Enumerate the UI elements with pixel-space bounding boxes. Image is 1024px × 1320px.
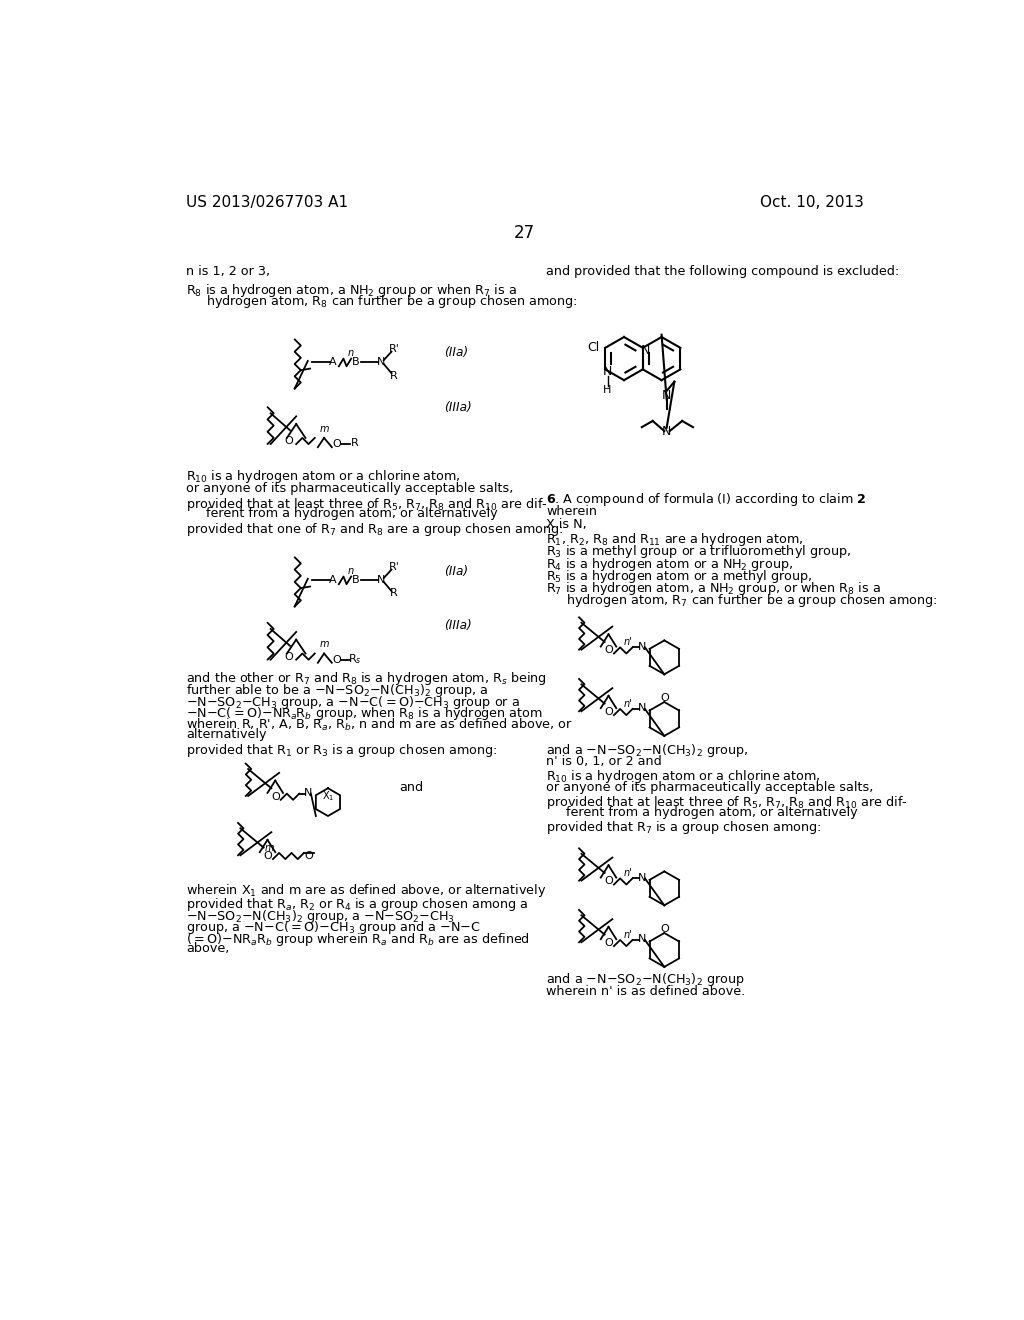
Text: N: N	[638, 935, 646, 944]
Text: N: N	[603, 366, 612, 379]
Text: R': R'	[388, 562, 399, 573]
Text: and: and	[399, 780, 423, 793]
Text: R$_7$ is a hydrogen atom, a NH$_2$ group, or when R$_8$ is a: R$_7$ is a hydrogen atom, a NH$_2$ group…	[547, 581, 882, 598]
Text: O: O	[332, 440, 341, 449]
Text: and provided that the following compound is excluded:: and provided that the following compound…	[547, 264, 900, 277]
Text: A: A	[329, 574, 337, 585]
Text: O: O	[271, 792, 280, 801]
Text: (IIa): (IIa)	[444, 346, 468, 359]
Text: m: m	[319, 424, 329, 434]
Text: R$_1$, R$_2$, R$_8$ and R$_{11}$ are a hydrogen atom,: R$_1$, R$_2$, R$_8$ and R$_{11}$ are a h…	[547, 531, 804, 548]
Text: or anyone of its pharmaceutically acceptable salts,: or anyone of its pharmaceutically accept…	[186, 482, 513, 495]
Text: (IIIa): (IIIa)	[444, 401, 472, 414]
Text: B: B	[352, 356, 359, 367]
Text: alternatively: alternatively	[186, 729, 266, 742]
Text: R$_s$: R$_s$	[348, 652, 361, 665]
Text: 27: 27	[514, 224, 536, 242]
Text: N: N	[638, 704, 646, 713]
Text: $-$N$-$SO$_2$$-$N(CH$_3$)$_2$ group, a $-$N$-$SO$_2$$-$CH$_3$: $-$N$-$SO$_2$$-$N(CH$_3$)$_2$ group, a $…	[186, 908, 455, 924]
Text: O: O	[284, 652, 293, 661]
Text: O: O	[604, 645, 613, 656]
Text: N: N	[377, 574, 385, 585]
Text: and the other or R$_7$ and R$_8$ is a hydrogen atom, R$_s$ being: and the other or R$_7$ and R$_8$ is a hy…	[186, 671, 547, 688]
Text: ferent from a hydrogen atom, or alternatively: ferent from a hydrogen atom, or alternat…	[206, 507, 497, 520]
Text: provided that R$_1$ or R$_3$ is a group chosen among:: provided that R$_1$ or R$_3$ is a group …	[186, 742, 498, 759]
Text: N: N	[640, 343, 650, 356]
Text: R: R	[390, 371, 397, 380]
Text: $-$N$-$C($=$O)$-$NR$_a$R$_b$ group, when R$_8$ is a hydrogen atom: $-$N$-$C($=$O)$-$NR$_a$R$_b$ group, when…	[186, 705, 543, 722]
Text: R$_3$ is a methyl group or a trifluoromethyl group,: R$_3$ is a methyl group or a trifluorome…	[547, 544, 852, 561]
Text: O: O	[604, 708, 613, 717]
Text: Cl: Cl	[587, 342, 599, 354]
Text: n: n	[348, 566, 354, 576]
Text: R$_8$ is a hydrogen atom, a NH$_2$ group or when R$_7$ is a: R$_8$ is a hydrogen atom, a NH$_2$ group…	[186, 281, 517, 298]
Text: H: H	[603, 385, 611, 395]
Text: R$_5$ is a hydrogen atom or a methyl group,: R$_5$ is a hydrogen atom or a methyl gro…	[547, 568, 813, 585]
Text: (IIIa): (IIIa)	[444, 619, 472, 632]
Text: hydrogen atom, R$_8$ can further be a group chosen among:: hydrogen atom, R$_8$ can further be a gr…	[206, 293, 578, 310]
Text: n: n	[348, 348, 354, 358]
Text: Oct. 10, 2013: Oct. 10, 2013	[760, 195, 863, 210]
Text: hydrogen atom, R$_7$ can further be a group chosen among:: hydrogen atom, R$_7$ can further be a gr…	[566, 591, 938, 609]
Text: wherein R, R', A, B, R$_a$, R$_b$, n and m are as defined above, or: wherein R, R', A, B, R$_a$, R$_b$, n and…	[186, 717, 572, 733]
Text: and a $-$N$-$SO$_2$$-$N(CH$_3$)$_2$ group,: and a $-$N$-$SO$_2$$-$N(CH$_3$)$_2$ grou…	[547, 742, 749, 759]
Text: provided that at least three of R$_5$, R$_7$, R$_8$ and R$_{10}$ are dif-: provided that at least three of R$_5$, R…	[186, 496, 548, 512]
Text: n': n'	[624, 869, 632, 878]
Text: R$_{10}$ is a hydrogen atom or a chlorine atom,: R$_{10}$ is a hydrogen atom or a chlorin…	[547, 768, 821, 785]
Text: N: N	[662, 389, 672, 403]
Text: above,: above,	[186, 942, 229, 956]
Text: N: N	[638, 642, 646, 652]
Text: O: O	[604, 876, 613, 887]
Text: or anyone of its pharmaceutically acceptable salts,: or anyone of its pharmaceutically accept…	[547, 781, 873, 795]
Text: further able to be a $-$N$-$SO$_2$$-$N(CH$_3$)$_2$ group, a: further able to be a $-$N$-$SO$_2$$-$N(C…	[186, 682, 488, 700]
Text: X is N,: X is N,	[547, 517, 587, 531]
Text: n' is 0, 1, or 2 and: n' is 0, 1, or 2 and	[547, 755, 663, 768]
Text: N: N	[662, 425, 672, 438]
Text: group, a $-$N$-$C($=$O)$-$CH$_3$ group and a $-$N$-$C: group, a $-$N$-$C($=$O)$-$CH$_3$ group a…	[186, 919, 480, 936]
Text: B: B	[352, 574, 359, 585]
Text: wherein X$_1$ and m are as defined above, or alternatively: wherein X$_1$ and m are as defined above…	[186, 882, 547, 899]
Text: O: O	[304, 851, 313, 861]
Text: N: N	[303, 788, 312, 797]
Text: $\mathbf{6}$. A compound of formula (I) according to claim $\mathbf{2}$: $\mathbf{6}$. A compound of formula (I) …	[547, 491, 867, 508]
Text: R: R	[390, 589, 397, 598]
Text: O: O	[332, 655, 341, 665]
Text: n': n'	[624, 698, 632, 709]
Text: R$_4$ is a hydrogen atom or a NH$_2$ group,: R$_4$ is a hydrogen atom or a NH$_2$ gro…	[547, 556, 794, 573]
Text: A: A	[329, 356, 337, 367]
Text: O: O	[604, 939, 613, 948]
Text: ($=$O)$-$NR$_a$R$_b$ group wherein R$_a$ and R$_b$ are as defined: ($=$O)$-$NR$_a$R$_b$ group wherein R$_a$…	[186, 931, 530, 948]
Text: (IIa): (IIa)	[444, 565, 468, 578]
Text: and a $-$N$-$SO$_2$$-$N(CH$_3$)$_2$ group: and a $-$N$-$SO$_2$$-$N(CH$_3$)$_2$ grou…	[547, 970, 745, 987]
Text: m: m	[265, 842, 274, 853]
Text: US 2013/0267703 A1: US 2013/0267703 A1	[186, 195, 348, 210]
Text: wherein n' is as defined above.: wherein n' is as defined above.	[547, 985, 745, 998]
Text: R': R'	[388, 345, 399, 354]
Text: N: N	[377, 356, 385, 367]
Text: n': n'	[624, 929, 632, 940]
Text: ferent from a hydrogen atom, or alternatively: ferent from a hydrogen atom, or alternat…	[566, 807, 857, 818]
Text: provided that at least three of R$_5$, R$_7$, R$_8$ and R$_{10}$ are dif-: provided that at least three of R$_5$, R…	[547, 795, 908, 812]
Text: O: O	[659, 693, 669, 704]
Text: O: O	[284, 436, 293, 446]
Text: R: R	[351, 438, 359, 449]
Text: wherein: wherein	[547, 506, 597, 517]
Text: $-$N$-$SO$_2$$-$CH$_3$ group, a $-$N$-$C($=$O)$-$CH$_3$ group or a: $-$N$-$SO$_2$$-$CH$_3$ group, a $-$N$-$C…	[186, 693, 520, 710]
Text: provided that one of R$_7$ and R$_8$ are a group chosen among:: provided that one of R$_7$ and R$_8$ are…	[186, 521, 563, 539]
Text: N: N	[638, 873, 646, 883]
Text: O: O	[659, 924, 669, 935]
Text: provided that R$_7$ is a group chosen among:: provided that R$_7$ is a group chosen am…	[547, 818, 822, 836]
Text: X$_1$: X$_1$	[322, 789, 334, 803]
Text: m: m	[319, 639, 329, 649]
Text: n is 1, 2 or 3,: n is 1, 2 or 3,	[186, 264, 270, 277]
Text: provided that R$_a$, R$_2$ or R$_4$ is a group chosen among a: provided that R$_a$, R$_2$ or R$_4$ is a…	[186, 896, 528, 913]
Text: n': n'	[624, 638, 632, 647]
Text: R$_{10}$ is a hydrogen atom or a chlorine atom,: R$_{10}$ is a hydrogen atom or a chlorin…	[186, 469, 461, 484]
Text: O: O	[263, 851, 272, 861]
